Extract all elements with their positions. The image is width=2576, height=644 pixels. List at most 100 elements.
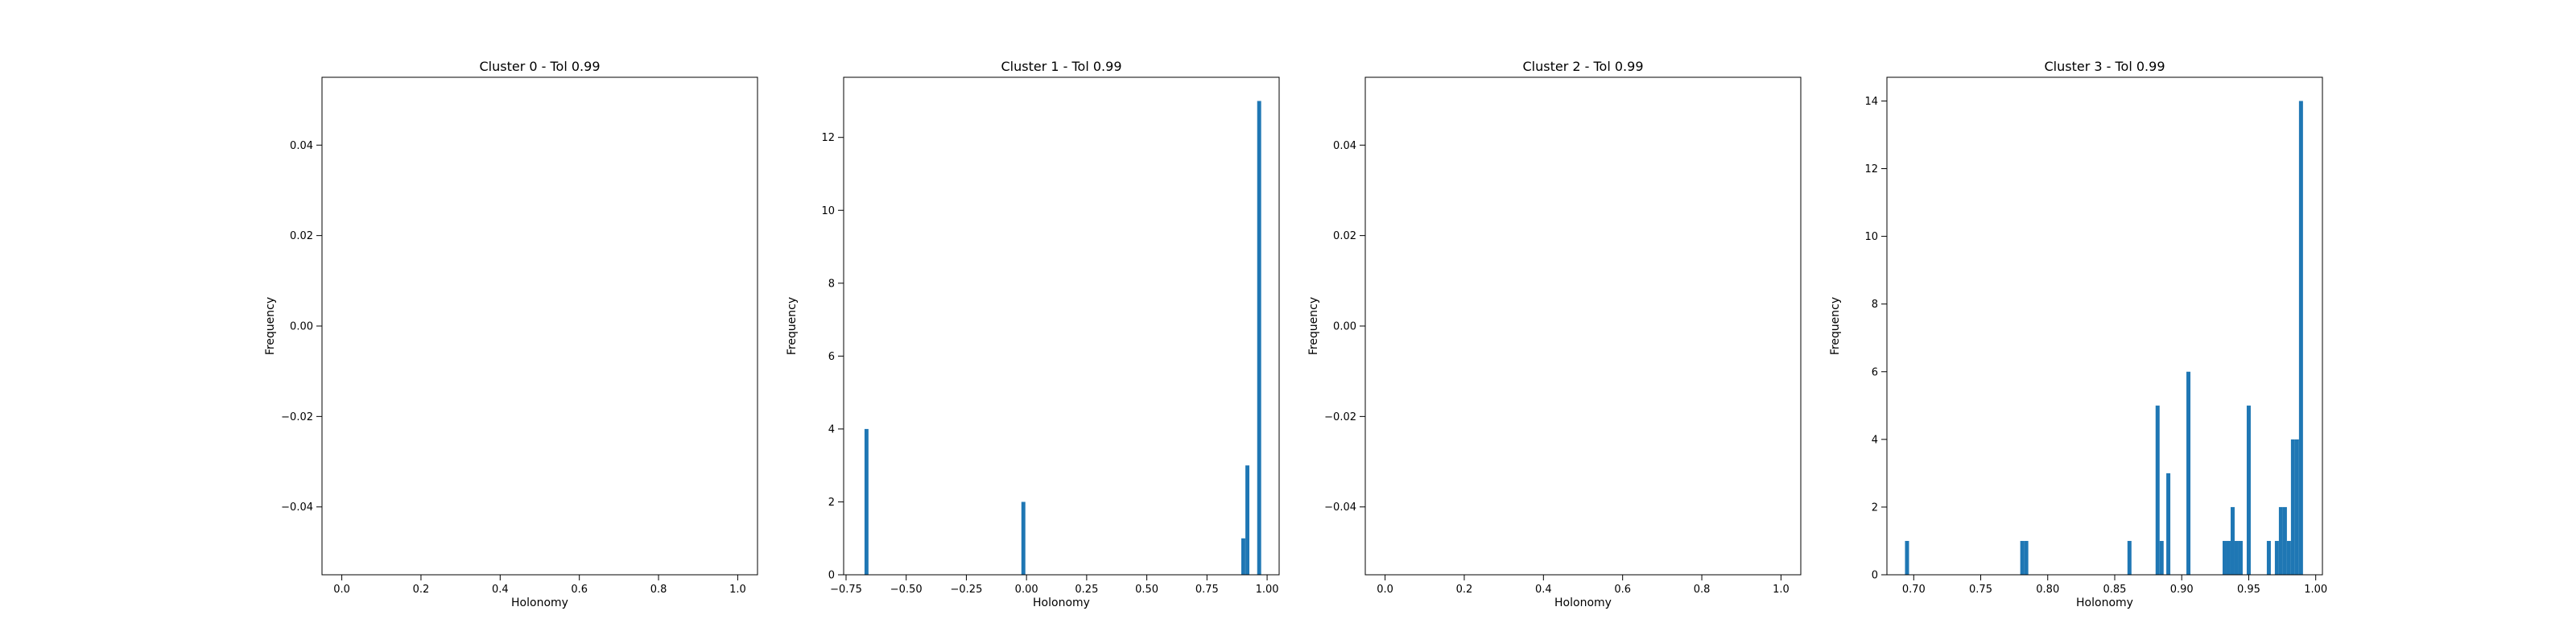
histogram-bar (2230, 506, 2235, 575)
x-tick-label: 1.0 (1773, 584, 1790, 596)
histogram-bar (2278, 506, 2283, 575)
y-ticks-cluster-1: 0 2 4 6 8 10 12 (821, 132, 844, 582)
x-tick-label: 0.4 (492, 584, 509, 596)
histogram-bar (2266, 540, 2271, 575)
x-tick-label: 0.8 (1694, 584, 1711, 596)
axes-frame-cluster-3 (1886, 76, 2323, 576)
histogram-bar (864, 428, 869, 575)
histogram-bar (2298, 101, 2303, 575)
y-tick-label: 0.02 (1333, 230, 1356, 242)
histogram-bar (2234, 540, 2239, 575)
x-tick-label: 1.00 (1256, 584, 1279, 596)
x-tick-label: 0.2 (413, 584, 430, 596)
y-tick-label: 2 (828, 497, 835, 509)
x-axis-label-cluster-0: Holonomy (511, 597, 568, 609)
axes-frame-cluster-0 (321, 76, 758, 576)
x-tick-label: 0.90 (2170, 584, 2194, 596)
histogram-bar (2282, 506, 2287, 575)
y-tick-label: 6 (828, 351, 835, 363)
histogram-bar (1257, 101, 1261, 575)
histogram-bar (2226, 540, 2231, 575)
x-tick-label: 0.2 (1456, 584, 1473, 596)
y-tick-label: −0.04 (1324, 502, 1356, 514)
histogram-bar (2159, 540, 2164, 575)
y-tick-label: 2 (1872, 502, 1878, 514)
y-tick-label: 6 (1872, 366, 1878, 378)
x-axis-label-cluster-2: Holonomy (1554, 597, 1612, 609)
histogram-bar (2290, 439, 2295, 575)
x-tick-label: 0.50 (1135, 584, 1158, 596)
subplot-cluster-2: 0.0 0.2 0.4 0.6 0.8 1.0 −0.04 −0.02 0.00 0.02 0.0… (1307, 59, 1802, 609)
x-ticks-cluster-2: 0.0 0.2 0.4 0.6 0.8 1.0 (1377, 575, 1790, 596)
histogram-bar (2024, 540, 2029, 575)
y-tick-label: 4 (828, 423, 835, 436)
y-ticks-cluster-3: 0 2 4 6 8 10 12 14 (1864, 96, 1887, 582)
histogram-bar (1245, 465, 1250, 575)
x-ticks-cluster-3: 0.70 0.75 0.80 0.85 0.90 0.95 1.00 (1902, 575, 2327, 596)
y-tick-label: 0.00 (290, 321, 313, 333)
histogram-bar (2186, 371, 2191, 575)
y-tick-label: 10 (1864, 231, 1878, 243)
histogram-bar (1905, 540, 1909, 575)
x-tick-label: 1.00 (2304, 584, 2327, 596)
x-tick-label: 0.95 (2237, 584, 2260, 596)
y-tick-label: −0.04 (281, 502, 313, 514)
subplot-title-cluster-0: Cluster 0 - Tol 0.99 (480, 59, 601, 74)
subplot-cluster-1: −0.75 −0.50 −0.25 0.00 0.25 0.50 0.75 1.00 0 2 4 6… (786, 59, 1280, 609)
x-tick-label: 0.75 (1969, 584, 1992, 596)
histogram-bar (2166, 473, 2171, 575)
y-tick-label: 0.04 (290, 140, 313, 152)
x-tick-label: 0.85 (2103, 584, 2127, 596)
x-tick-label: 0.75 (1195, 584, 1219, 596)
x-tick-label: 0.6 (1614, 584, 1631, 596)
histogram-bar (2286, 540, 2291, 575)
histogram-bar (2020, 540, 2025, 575)
histogram-bar (2222, 540, 2227, 575)
x-ticks-cluster-0: 0.0 0.2 0.4 0.6 0.8 1.0 (333, 575, 746, 596)
y-tick-label: −0.02 (1324, 411, 1356, 423)
y-axis-label-cluster-0: Frequency (264, 297, 277, 355)
x-tick-label: −0.50 (890, 584, 923, 596)
y-tick-label: 0.04 (1333, 140, 1356, 152)
y-axis-label-cluster-1: Frequency (786, 297, 799, 355)
y-tick-label: 0 (828, 570, 835, 582)
histogram-bar (1241, 538, 1245, 575)
x-tick-label: 0.6 (571, 584, 588, 596)
x-tick-label: −0.75 (830, 584, 862, 596)
subplot-cluster-3: 0.70 0.75 0.80 0.85 0.90 0.95 1.00 0 2 4 6 8 10 12 14… (1829, 59, 2327, 609)
bars-cluster-1 (864, 101, 1261, 575)
x-ticks-cluster-1: −0.75 −0.50 −0.25 0.00 0.25 0.50 0.75 1.00 (830, 575, 1279, 596)
y-tick-label: −0.02 (281, 411, 313, 423)
y-tick-label: 12 (1864, 163, 1878, 175)
x-tick-label: 0.8 (650, 584, 667, 596)
y-tick-label: 12 (821, 132, 835, 144)
x-tick-label: 1.0 (729, 584, 746, 596)
x-tick-label: 0.0 (1377, 584, 1393, 596)
histogram-bar (2274, 540, 2279, 575)
bars-cluster-3 (1905, 101, 2303, 575)
subplot-cluster-0: 0.0 0.2 0.4 0.6 0.8 1.0 −0.04 −0.02 0.00 0.02 0.0… (264, 59, 758, 609)
x-axis-label-cluster-1: Holonomy (1033, 597, 1090, 609)
x-tick-label: 0.4 (1535, 584, 1552, 596)
histogram-bar (1021, 502, 1026, 575)
y-tick-label: 10 (821, 205, 835, 217)
subplot-title-cluster-3: Cluster 3 - Tol 0.99 (2045, 59, 2165, 74)
x-tick-label: 0.25 (1075, 584, 1098, 596)
y-tick-label: 8 (828, 278, 835, 290)
histogram-bar (2155, 405, 2160, 575)
histogram-bar (2246, 405, 2251, 575)
histogram-bar (2294, 439, 2299, 575)
y-tick-label: 4 (1872, 434, 1878, 446)
x-tick-label: 0.70 (1902, 584, 1926, 596)
axes-frame-cluster-2 (1364, 76, 1802, 576)
subplot-title-cluster-2: Cluster 2 - Tol 0.99 (1523, 59, 1644, 74)
histogram-bar (2127, 540, 2132, 575)
y-tick-label: 0 (1872, 570, 1878, 582)
x-tick-label: 0.00 (1015, 584, 1038, 596)
y-tick-label: 14 (1864, 96, 1878, 108)
y-tick-label: 8 (1872, 299, 1878, 311)
x-axis-label-cluster-3: Holonomy (2076, 597, 2133, 609)
subplot-title-cluster-1: Cluster 1 - Tol 0.99 (1001, 59, 1122, 74)
y-axis-label-cluster-3: Frequency (1829, 297, 1842, 355)
